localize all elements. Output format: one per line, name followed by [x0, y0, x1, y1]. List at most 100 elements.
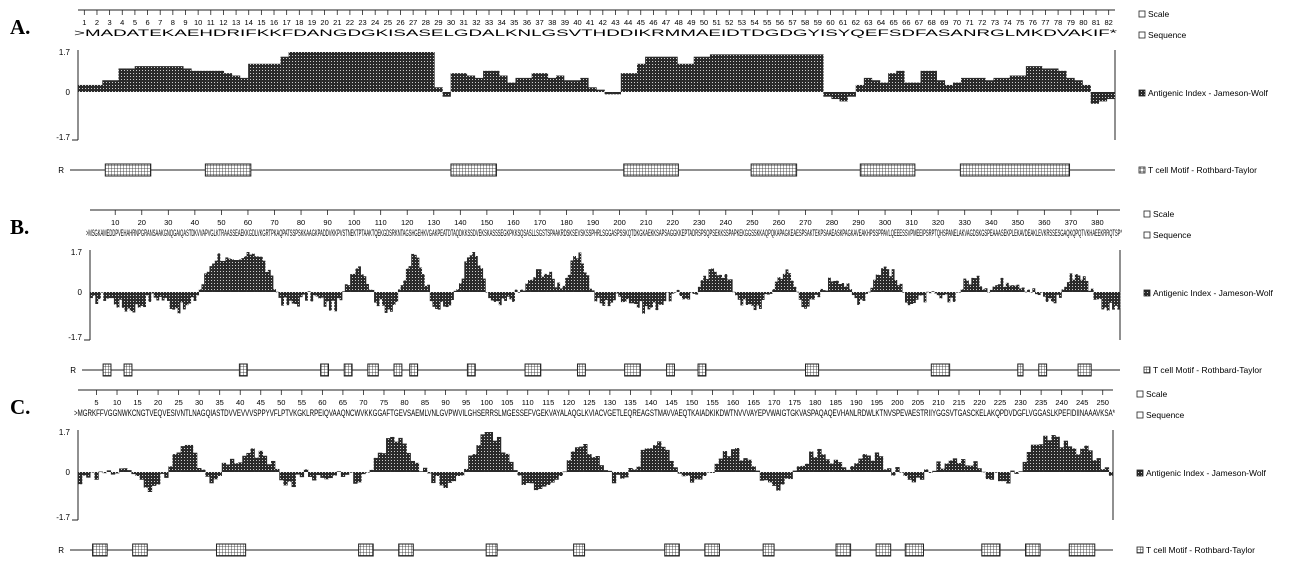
antigenic-bar: [434, 87, 443, 92]
legend-scale: Scale: [1148, 9, 1170, 19]
antigenic-bar: [827, 277, 831, 292]
y-tick-label: -1.7: [56, 513, 70, 522]
antigenic-bar: [349, 472, 354, 473]
tcell-motif-box: [762, 543, 775, 557]
antigenic-bar: [161, 292, 165, 301]
antigenic-bar: [637, 63, 646, 92]
antigenic-bar: [1006, 472, 1011, 484]
antigenic-bar: [631, 292, 635, 304]
antigenic-bar: [677, 63, 686, 92]
antigenic-bar: [902, 292, 906, 293]
scale-tick-label: 62: [852, 18, 860, 27]
antigenic-bar: [859, 292, 863, 300]
antigenic-bar: [550, 472, 555, 483]
antigenic-bar: [431, 472, 436, 484]
y-tick-label: -1.7: [56, 133, 70, 142]
antigenic-bar: [607, 470, 613, 472]
antigenic-bar: [710, 472, 715, 473]
antigenic-bar: [1045, 292, 1049, 302]
antigenic-bar: [934, 292, 938, 294]
antigenic-bar: [1088, 290, 1091, 292]
antigenic-bar: [661, 56, 670, 92]
scale-tick-label: 69: [940, 18, 948, 27]
y-tick-label: -1.7: [68, 333, 82, 342]
antigenic-bar: [743, 458, 748, 472]
antigenic-bar: [278, 292, 282, 298]
scale-tick-label: 55: [298, 398, 306, 407]
antigenic-bar: [307, 291, 311, 292]
antigenic-bar: [693, 56, 703, 92]
scale-tick-label: 110: [375, 218, 387, 227]
antigenic-bar: [895, 467, 900, 472]
tcell-motif-box: [104, 163, 152, 177]
scale-tick-label: 230: [693, 218, 706, 227]
antigenic-bar: [427, 472, 432, 474]
antigenic-bar: [184, 444, 190, 472]
antigenic-bar: [729, 279, 733, 292]
antigenic-bar: [952, 458, 958, 472]
scale-tick-label: 72: [978, 18, 986, 27]
antigenic-bar: [515, 77, 524, 92]
scale-tick-label: 80: [400, 398, 408, 407]
antigenic-bar: [873, 279, 876, 292]
scale-tick-label: 36: [523, 18, 531, 27]
antigenic-bar: [847, 92, 856, 97]
legend-box-antigenic: [1138, 89, 1146, 97]
antigenic-bar: [562, 285, 566, 292]
antigenic-bar: [612, 92, 622, 95]
antigenic-bar: [448, 292, 452, 306]
scale-tick-label: 26: [396, 18, 404, 27]
antigenic-bar: [423, 467, 428, 472]
antigenic-bar: [711, 268, 715, 292]
antigenic-bar: [977, 77, 986, 92]
antigenic-bar: [570, 260, 574, 292]
scale-tick-label: 3: [108, 18, 112, 27]
antigenic-bar: [1001, 77, 1010, 92]
tcell-motif-box: [358, 543, 374, 557]
antigenic-bar: [700, 280, 704, 292]
antigenic-bar: [1033, 66, 1043, 92]
antigenic-bar: [985, 472, 990, 480]
antigenic-bar: [339, 292, 343, 301]
antigenic-bar: [439, 472, 444, 486]
antigenic-bar: [102, 472, 107, 474]
scale-tick-label: 12: [219, 18, 227, 27]
antigenic-bar: [891, 269, 895, 292]
antigenic-bar: [324, 472, 329, 480]
scale-tick-label: 310: [905, 218, 918, 227]
tcell-motif-box: [123, 363, 133, 377]
antigenic-bar: [342, 291, 346, 292]
antigenic-bar: [509, 461, 514, 472]
antigenic-bar: [719, 274, 723, 292]
antigenic-bar: [912, 82, 921, 92]
antigenic-bar: [1037, 292, 1041, 296]
antigenic-bar: [204, 273, 208, 292]
antigenic-bar: [1026, 452, 1032, 472]
scale-tick-label: 290: [852, 218, 865, 227]
scale-tick-label: 120: [401, 218, 414, 227]
scale-tick-label: 220: [973, 398, 986, 407]
antigenic-bar: [525, 283, 529, 292]
antigenic-bar: [624, 472, 629, 478]
antigenic-bar: [743, 292, 746, 300]
antigenic-bar: [250, 448, 255, 472]
tcell-motif-box: [238, 363, 248, 377]
antigenic-bar: [865, 292, 869, 294]
antigenic-bar: [329, 52, 338, 92]
antigenic-bar: [450, 73, 459, 92]
antigenic-bar: [1047, 440, 1052, 472]
tcell-motif-box: [664, 543, 680, 557]
tcell-motif-box: [204, 163, 252, 177]
scale-tick-label: 225: [994, 398, 1007, 407]
tcell-motif-box: [875, 543, 892, 557]
antigenic-bar: [86, 472, 91, 478]
antigenic-bar: [514, 289, 518, 292]
antigenic-bar: [628, 292, 632, 304]
scale-tick-label: 54: [750, 18, 758, 27]
antigenic-bar: [347, 285, 351, 292]
scale-tick-label: 50: [277, 398, 285, 407]
tcell-motif-box: [1077, 363, 1092, 377]
antigenic-bar: [681, 472, 687, 477]
antigenic-bar: [807, 54, 816, 92]
